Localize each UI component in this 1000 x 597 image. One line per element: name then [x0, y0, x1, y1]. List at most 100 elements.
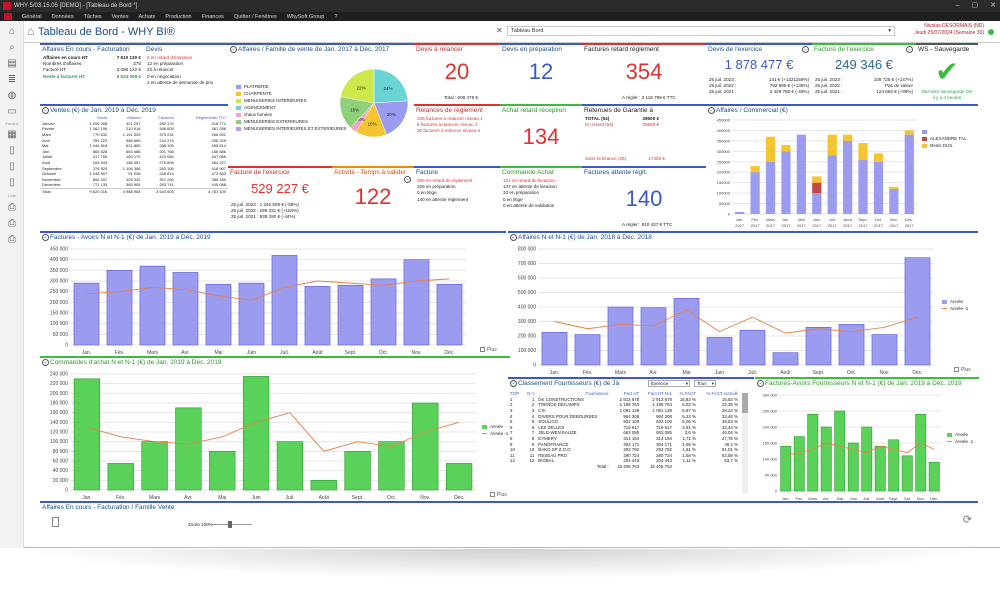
fourn-filter-scope[interactable]: Tous ▾	[694, 380, 716, 387]
collapse-icon[interactable]: ⌄	[42, 359, 49, 366]
fourn-filter-period[interactable]: Exercice ▾	[648, 380, 690, 387]
menu-bar: Général Données Tâches Ventes Achats Pro…	[0, 12, 1000, 21]
collapse-icon[interactable]: ⌄	[708, 107, 715, 114]
activite-value[interactable]: 122	[354, 184, 392, 209]
collapse-icon[interactable]: ⌄	[42, 234, 49, 241]
print-icon[interactable]: ⎙	[8, 233, 16, 245]
list-icon[interactable]: ≣	[7, 73, 17, 85]
collapse-icon[interactable]: ⌄	[757, 380, 764, 387]
close-icon[interactable]: ✕	[990, 2, 996, 9]
small-doc-icon[interactable]	[52, 517, 59, 527]
retardrec-value[interactable]: 134	[522, 124, 560, 149]
minimize-icon[interactable]: –	[955, 2, 960, 9]
menu-donnees[interactable]: Données	[51, 13, 74, 20]
menu-achats[interactable]: Achats	[138, 13, 156, 20]
home-icon[interactable]: ⌂	[8, 25, 16, 37]
arelancer-foot-label: Total :	[444, 95, 457, 100]
chevron-down-icon: ▾	[711, 381, 714, 386]
series-line	[785, 442, 935, 457]
folder-icon[interactable]: ▭	[7, 105, 17, 117]
close-tab-icon[interactable]: ✕	[496, 26, 503, 35]
menu-finances[interactable]: Finances	[201, 13, 224, 20]
retardfac-title: Factures retard règlement	[584, 46, 659, 53]
menu-production[interactable]: Production	[165, 13, 192, 20]
collapse-icon[interactable]: ⌄	[42, 107, 49, 114]
fourn-panel: ⌄ Classement Fournisseurs (€) de Jà Exerc…	[508, 377, 754, 501]
facture-line[interactable]: 358 en retard de règlement	[417, 178, 473, 183]
devis-line[interactable]: 12 en préparation	[147, 61, 184, 67]
facture-line[interactable]: 226 en préparation	[417, 184, 456, 190]
relances-line[interactable]: 30 factures à relancer niveau 3	[417, 128, 481, 134]
zoom-slider[interactable]	[212, 521, 252, 528]
facexe-value[interactable]: 529 227 €	[251, 181, 309, 196]
bar	[304, 286, 331, 346]
collapse-icon[interactable]: ⌄	[906, 46, 913, 53]
collapse-icon[interactable]: ⌄	[404, 176, 411, 183]
ca-value[interactable]: 1 878 477 €	[724, 57, 794, 72]
x-tick-label: Mars	[615, 370, 627, 375]
cmdachat-line[interactable]: 134 en retard de livraison	[503, 178, 555, 183]
devis-line[interactable]: 1 en attente de demande de prix	[147, 79, 214, 85]
search-icon[interactable]: ⌕	[9, 41, 15, 53]
document-icon[interactable]: ▯	[9, 160, 15, 172]
devis-line[interactable]: 23 à relancer	[147, 67, 174, 73]
globe-icon[interactable]: ◍	[7, 89, 17, 101]
facture-line[interactable]: 140 en attente règlement	[417, 196, 469, 202]
bar	[337, 284, 364, 346]
home-icon[interactable]: ⌂	[27, 24, 35, 38]
menu-quitter[interactable]: Quitter / Fenêtres	[233, 13, 277, 20]
bar-segment	[750, 165, 760, 173]
clipboard-icon[interactable]: ▤	[7, 57, 17, 69]
menu-whysoft[interactable]: WhySoft Group	[286, 13, 325, 20]
document-icon[interactable]: ▯	[9, 144, 15, 156]
collapse-icon[interactable]: ⌄	[802, 46, 809, 53]
retardfac-foot-label: A régler :	[622, 95, 641, 100]
attreg-value[interactable]: 140	[625, 186, 663, 211]
print-icon[interactable]: ⎙	[8, 217, 16, 229]
facture-line[interactable]: 0 en litige	[417, 190, 437, 196]
menu-taches[interactable]: Tâches	[83, 13, 102, 20]
cmdachat-line[interactable]: 0 en litige	[503, 196, 523, 202]
fourn-scrollbar[interactable]	[742, 393, 748, 493]
facexe-row-label: 25 juil. 2023 :	[231, 202, 259, 207]
collapse-icon[interactable]: ⌄	[510, 234, 517, 241]
bar	[901, 455, 913, 492]
bar	[106, 270, 133, 346]
maximize-icon[interactable]: ▢	[971, 2, 979, 9]
cmdachat-line[interactable]: 137 en attente de livraison	[503, 184, 557, 190]
relances-line[interactable]: 8 factures à relancer niveau 2	[417, 122, 478, 128]
refresh-icon[interactable]: ⟳	[962, 514, 972, 526]
pie-slice-label: 22%	[356, 85, 365, 90]
encours-label: Facturé HT	[43, 67, 66, 73]
cmdachat-line[interactable]: 0 en attente de validation	[503, 202, 555, 208]
arelancer-value[interactable]: 20	[444, 59, 470, 84]
collapse-icon[interactable]: ⌄	[230, 46, 237, 53]
facexe2-value[interactable]: 249 346 €	[835, 57, 893, 72]
devis-line[interactable]: 0 en négociation	[147, 73, 181, 79]
x-tick-label: Avr.	[823, 496, 830, 501]
plus-checkbox[interactable]: Plus	[954, 367, 971, 373]
menu-help[interactable]: ?	[334, 13, 338, 20]
plus-checkbox[interactable]: Plus	[490, 492, 507, 498]
retardfac-value[interactable]: 354	[625, 59, 663, 84]
plus-checkbox[interactable]: Plus	[480, 347, 497, 353]
y-tick-label: 450 000	[50, 247, 68, 253]
devis-line[interactable]: 6 en retard d'émission	[147, 55, 193, 60]
document-icon[interactable]: ▯	[9, 176, 15, 188]
menu-ventes[interactable]: Ventes	[111, 13, 129, 20]
calendar-icon[interactable]: ▦	[7, 128, 17, 140]
enprep-value[interactable]: 12	[528, 59, 554, 84]
print-icon[interactable]: ⎙	[8, 201, 16, 213]
relances-line[interactable]: 106 factures à relancer niveau 1	[417, 116, 483, 121]
bar	[172, 272, 199, 346]
x-tick-label: Août	[876, 496, 885, 501]
ca-row-label: 25 juil. 2023 :	[709, 77, 737, 82]
facexe-title: Facturé de l'exercice	[230, 169, 290, 176]
dashboard-selector[interactable]: Tableau Bord ▾	[507, 26, 895, 36]
cmdachat-line[interactable]: 33 en préparation	[503, 190, 540, 196]
x-tick-label: Nov.	[412, 350, 422, 355]
menu-general[interactable]: Général	[22, 13, 42, 20]
ca-title: Devis de l'exercice	[708, 46, 762, 53]
collapse-icon[interactable]: ⌄	[510, 380, 517, 387]
bar	[370, 278, 397, 346]
